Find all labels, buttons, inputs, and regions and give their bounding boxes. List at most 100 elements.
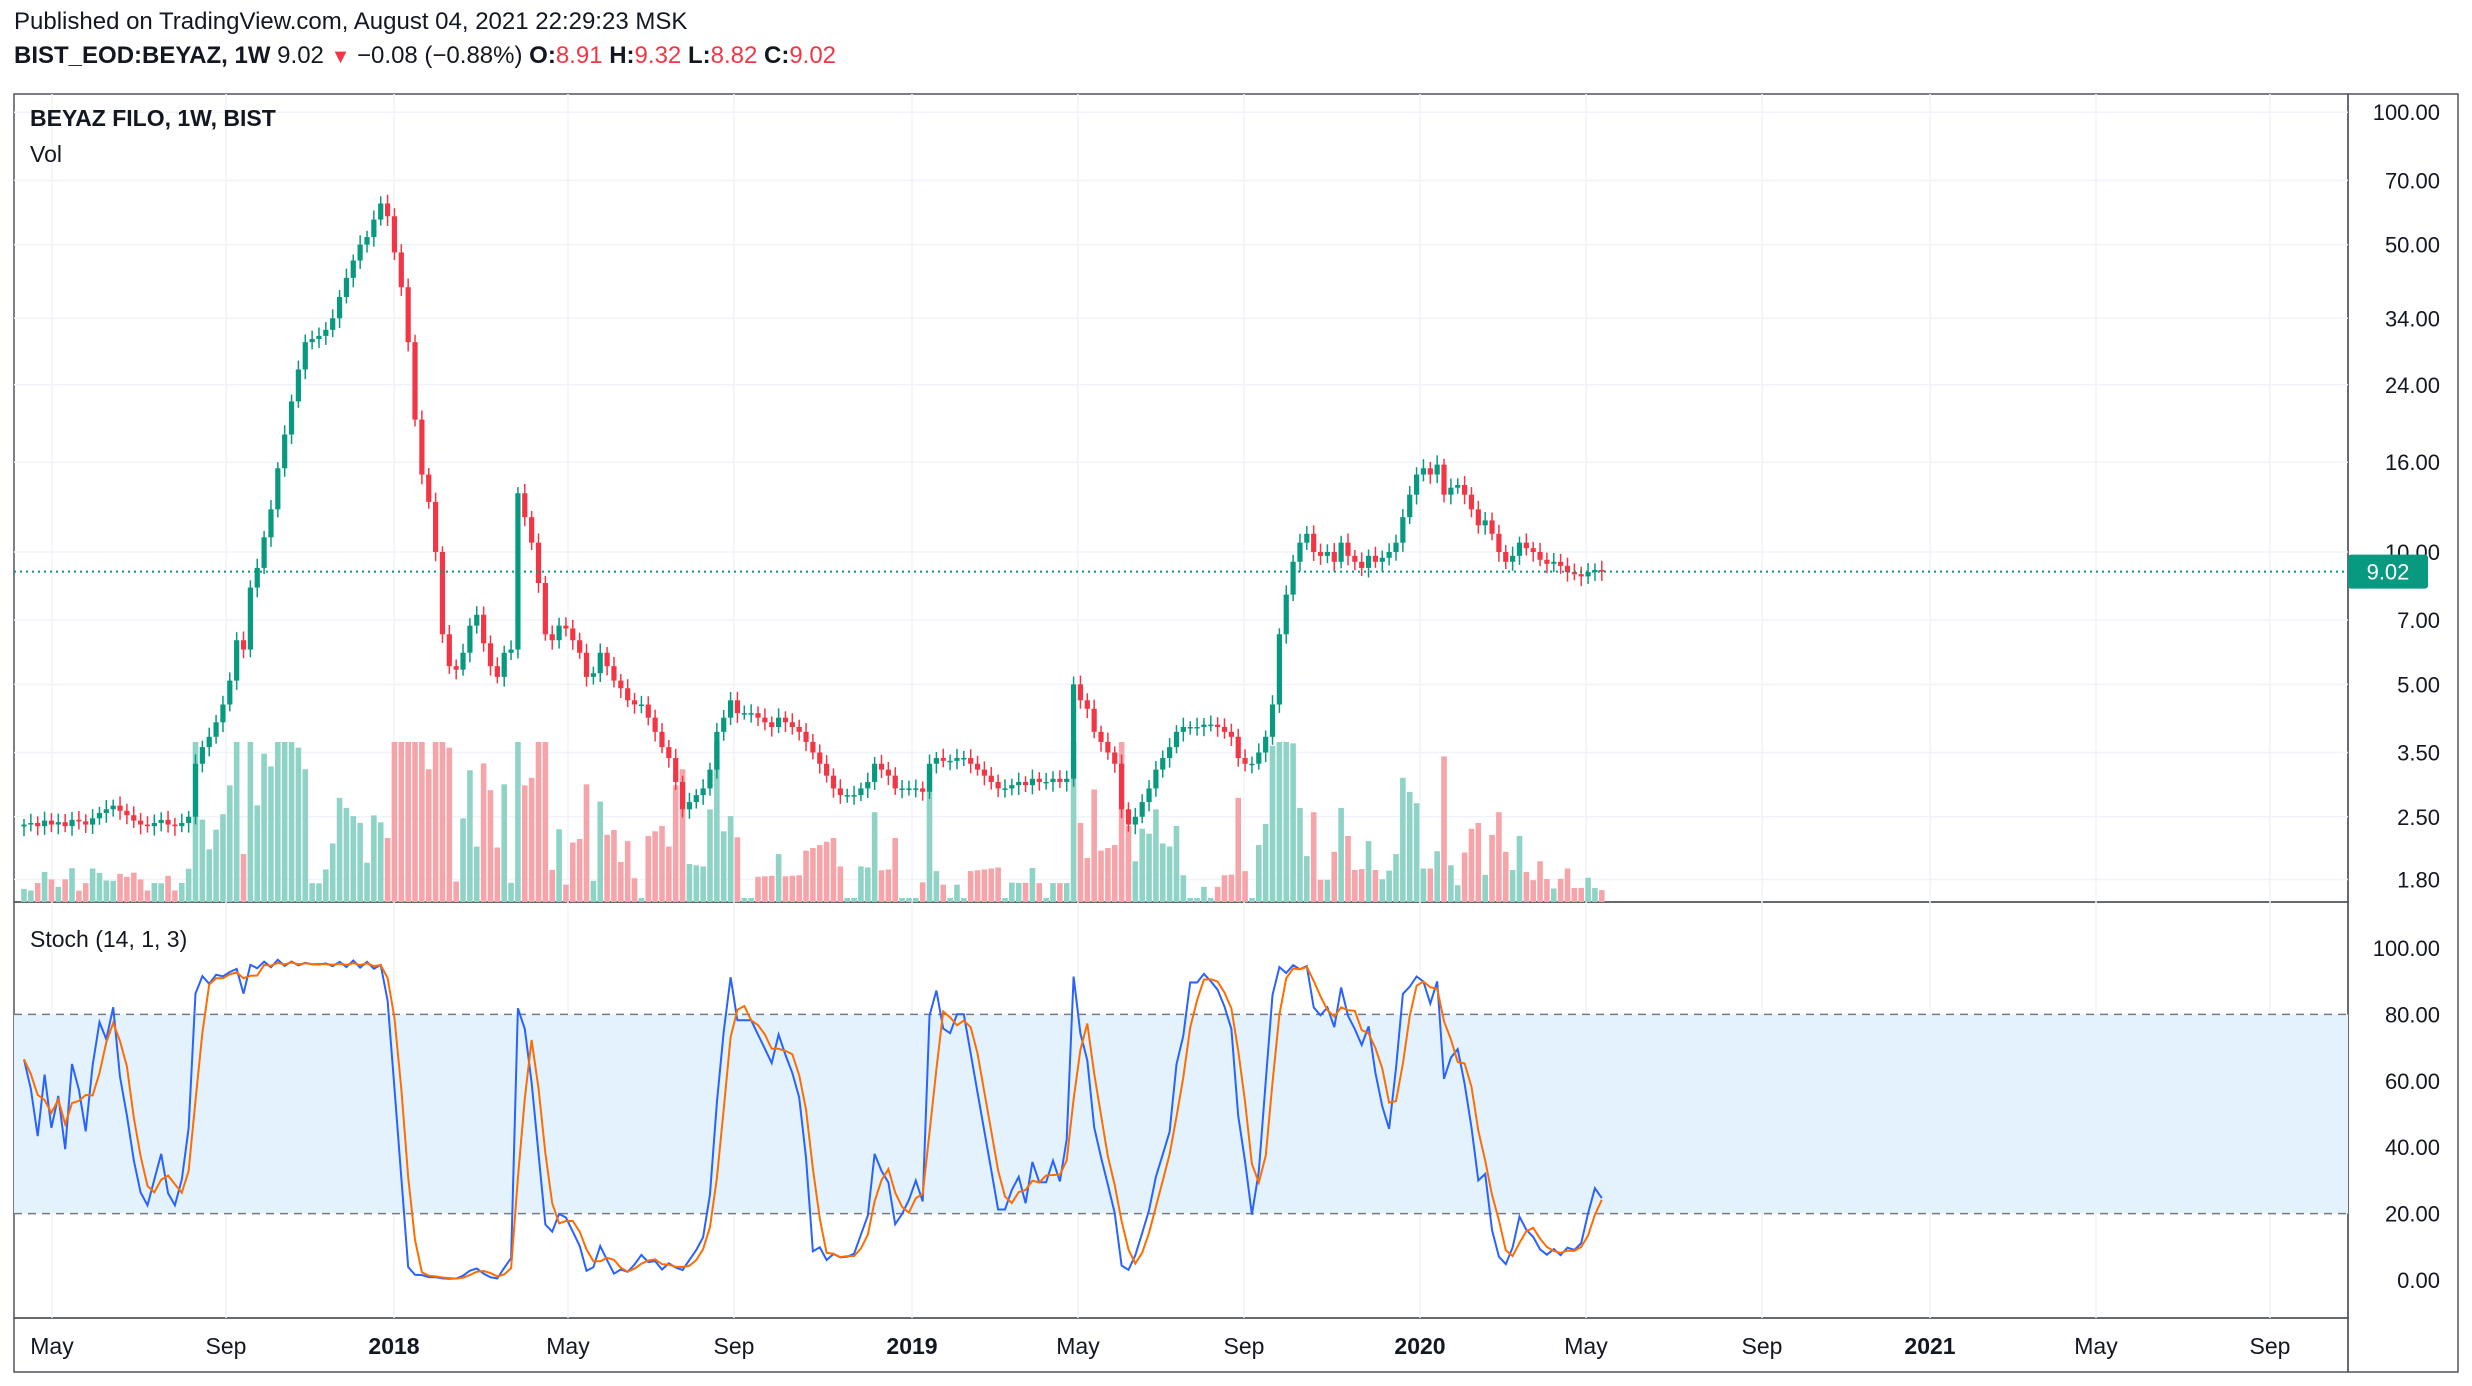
volume-bar	[1207, 898, 1214, 902]
volume-bar	[899, 898, 905, 902]
volume-bar	[295, 747, 302, 902]
candle-body	[1317, 551, 1324, 556]
volume-bar	[1523, 871, 1530, 902]
volume-bar	[199, 819, 206, 902]
price-tick-label: 24.00	[2385, 373, 2440, 398]
time-tick-label: 2020	[1394, 1333, 1445, 1359]
candle-body	[666, 747, 672, 759]
volume-bar	[1427, 868, 1434, 902]
volume-bar	[556, 829, 562, 902]
candle-body	[913, 788, 919, 790]
volume-bar	[76, 890, 82, 902]
candle-body	[391, 216, 398, 253]
candle-body	[1400, 517, 1406, 543]
volume-bar	[480, 763, 487, 902]
candle-body	[748, 713, 754, 715]
candle-body	[254, 567, 260, 588]
candle-body	[995, 781, 1001, 789]
volume-bar	[28, 890, 34, 902]
volume-bar	[961, 898, 967, 902]
volume-bar	[316, 883, 322, 902]
volume-bar	[323, 869, 329, 902]
volume-bar	[1557, 878, 1564, 902]
volume-bar	[631, 878, 638, 902]
candle-body	[1407, 494, 1413, 518]
volume-bar	[803, 850, 809, 902]
volume-bar	[515, 742, 521, 902]
candle-body	[69, 819, 75, 827]
volume-bar	[151, 882, 158, 902]
volume-bar	[1331, 851, 1338, 902]
volume-bar	[1221, 875, 1228, 902]
stoch-axis-ticks: 100.00 80.00 60.00 40.00 20.00 0.00	[2373, 936, 2440, 1293]
volume-bar	[501, 784, 507, 902]
volume-bar	[405, 742, 411, 902]
volume-bar	[34, 882, 41, 902]
volume-bar	[1077, 822, 1084, 902]
price-tick-label: 50.00	[2385, 233, 2440, 258]
candle-body	[1125, 809, 1132, 825]
candle-body	[824, 763, 830, 776]
volume-bar	[1564, 868, 1571, 902]
volume-bar	[1098, 850, 1104, 902]
volume-bar	[1043, 898, 1049, 902]
low-value: 8.82	[710, 42, 758, 69]
volume-bar	[206, 849, 213, 902]
candle-body	[1564, 565, 1571, 573]
volume-bar	[1420, 868, 1427, 902]
volume-bar	[336, 797, 343, 902]
volume-bar	[1166, 846, 1173, 902]
volume-bar	[1413, 803, 1420, 902]
candle-body	[398, 252, 404, 288]
volume-bar	[110, 880, 116, 902]
volume-bar	[844, 898, 850, 902]
candle-body	[309, 338, 315, 343]
candle-body	[686, 802, 693, 810]
volume-bar	[1489, 834, 1495, 902]
volume-bar	[487, 790, 494, 902]
candle-body	[872, 763, 878, 782]
volume-bar	[137, 879, 144, 902]
candle-body	[220, 704, 226, 723]
volume-bar	[1159, 843, 1166, 902]
volume-bar	[1475, 822, 1482, 902]
candle-body	[151, 822, 157, 827]
volume-bar	[1201, 886, 1207, 902]
candle-body	[762, 717, 768, 723]
volume-bar	[528, 777, 535, 902]
candle-body	[844, 795, 850, 797]
candle-body	[1290, 561, 1296, 595]
candle-body	[707, 769, 713, 789]
candle-body	[1455, 485, 1461, 488]
time-tick-label: May	[1056, 1333, 1100, 1359]
candle-body	[570, 628, 576, 641]
volume-bar	[1249, 898, 1255, 902]
candle-body	[405, 287, 411, 343]
candle-body	[1112, 752, 1118, 764]
close-value: 9.02	[789, 42, 837, 69]
candle-body	[563, 625, 569, 629]
volume-bar	[350, 816, 357, 902]
price-change: −0.08 (−0.88%)	[357, 42, 523, 69]
volume-bar	[1132, 861, 1139, 902]
volume-bar	[1599, 890, 1605, 902]
candle-body	[199, 747, 205, 764]
candle-body	[954, 758, 960, 761]
volume-bar	[357, 822, 363, 902]
volume-bar	[69, 868, 75, 902]
candle-body	[1537, 551, 1543, 560]
volume-bar	[82, 883, 89, 902]
high-label: H:	[609, 42, 635, 69]
candle-body	[1263, 736, 1269, 753]
price-tick-label: 5.00	[2397, 672, 2440, 697]
volume-bar	[1146, 833, 1152, 902]
volume-bar	[624, 841, 631, 902]
candle-body	[261, 537, 267, 568]
volume-bar	[837, 866, 844, 902]
volume-bar	[1105, 847, 1111, 902]
candle-body	[357, 244, 363, 261]
candle-body	[1153, 769, 1159, 789]
volume-bar	[130, 872, 137, 902]
candle-body	[1482, 520, 1488, 526]
